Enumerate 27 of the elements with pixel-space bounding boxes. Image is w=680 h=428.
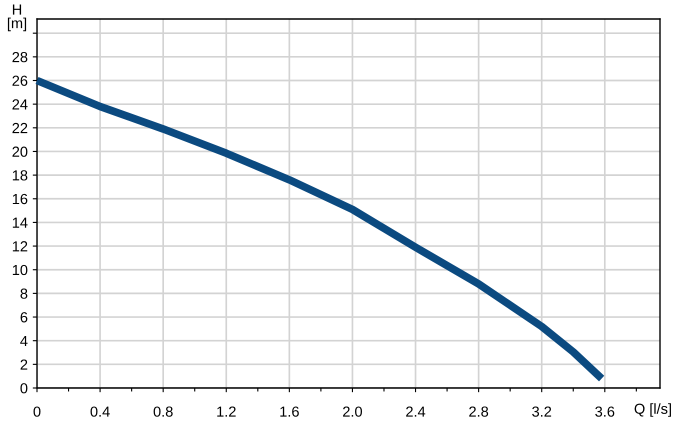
y-axis-title: H [m] [8, 4, 26, 32]
x-tick-label: 1.6 [280, 406, 299, 417]
x-tick-label: 1.2 [217, 406, 236, 417]
y-tick-label: 6 [20, 312, 28, 322]
x-tick-label: 3.6 [595, 406, 614, 417]
y-tick-label: 14 [12, 218, 28, 228]
x-tick-label: 0.4 [90, 406, 110, 417]
x-tick-label: 2.0 [343, 406, 362, 417]
y-tick-label: 28 [12, 52, 28, 62]
y-tick-label: 24 [12, 99, 28, 110]
x-tick-label: 0.8 [154, 406, 173, 417]
y-tick-label: 18 [12, 170, 28, 181]
x-axis-title: Q [l/s] [634, 403, 671, 417]
y-tick-label: 22 [12, 122, 28, 134]
y-tick-label: 16 [12, 194, 28, 204]
y-tick-label: 8 [20, 288, 28, 299]
y-tick-label: 12 [12, 241, 28, 252]
x-tick-label: 2.8 [469, 406, 488, 417]
x-tick-label: 3.2 [532, 406, 552, 417]
x-tick-label: 2.4 [406, 406, 426, 417]
y-tick-label: 10 [12, 264, 28, 276]
y-tick-label: 2 [20, 359, 28, 370]
y-tick-label: 26 [12, 76, 28, 86]
y-tick-label: 0 [20, 383, 28, 394]
y-tick-label: 20 [12, 146, 28, 157]
y-tick-label: 4 [20, 336, 28, 346]
x-tick-label: 0 [34, 406, 40, 417]
